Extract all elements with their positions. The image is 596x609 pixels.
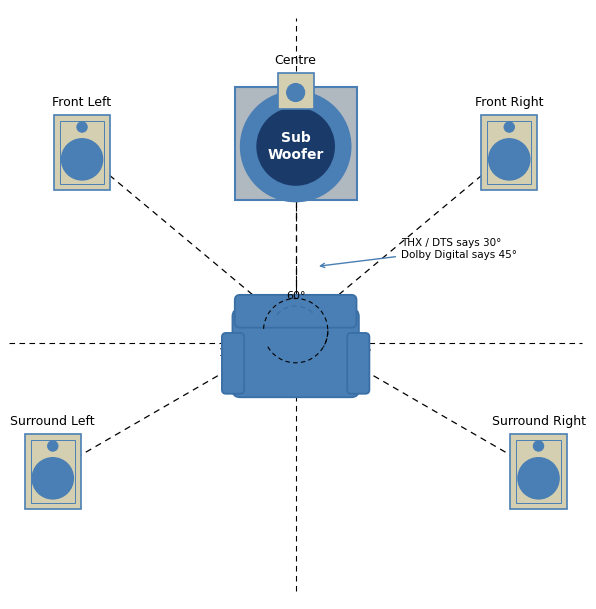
Circle shape bbox=[489, 139, 530, 180]
FancyBboxPatch shape bbox=[232, 309, 359, 397]
Bar bbox=[60, 121, 104, 184]
Circle shape bbox=[518, 458, 559, 499]
Text: Surround Right: Surround Right bbox=[492, 415, 585, 428]
Text: THX / DTS says 30°
Dolby Digital says 45°: THX / DTS says 30° Dolby Digital says 45… bbox=[321, 238, 517, 267]
Circle shape bbox=[32, 458, 73, 499]
Circle shape bbox=[241, 91, 350, 202]
Circle shape bbox=[533, 441, 544, 451]
Text: Front Right: Front Right bbox=[475, 96, 544, 109]
Text: Front Left: Front Left bbox=[52, 96, 111, 109]
FancyBboxPatch shape bbox=[278, 73, 313, 109]
FancyBboxPatch shape bbox=[24, 434, 81, 509]
FancyBboxPatch shape bbox=[481, 115, 538, 190]
FancyBboxPatch shape bbox=[347, 333, 370, 394]
FancyBboxPatch shape bbox=[222, 333, 244, 394]
Bar bbox=[487, 121, 532, 184]
FancyBboxPatch shape bbox=[235, 87, 356, 200]
Text: 10°: 10° bbox=[219, 348, 238, 358]
FancyBboxPatch shape bbox=[510, 434, 567, 509]
Text: 60°: 60° bbox=[286, 291, 305, 301]
Circle shape bbox=[48, 441, 58, 451]
Text: 10°: 10° bbox=[353, 348, 372, 358]
Circle shape bbox=[77, 122, 87, 132]
Circle shape bbox=[287, 83, 305, 102]
Circle shape bbox=[61, 139, 103, 180]
Circle shape bbox=[257, 108, 334, 185]
Circle shape bbox=[504, 122, 514, 132]
FancyBboxPatch shape bbox=[235, 295, 356, 328]
Bar bbox=[30, 440, 75, 503]
Bar bbox=[516, 440, 561, 503]
Text: Sub
Woofer: Sub Woofer bbox=[268, 132, 324, 161]
Text: Centre: Centre bbox=[275, 54, 316, 66]
FancyBboxPatch shape bbox=[54, 115, 110, 190]
Text: Surround Left: Surround Left bbox=[11, 415, 95, 428]
